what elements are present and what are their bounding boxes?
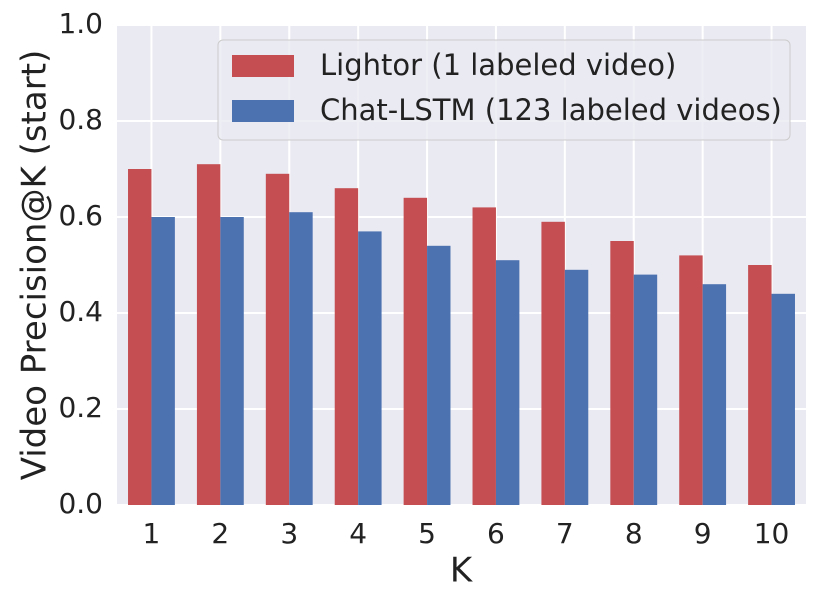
legend-swatch: [232, 100, 294, 122]
x-tick-label: 6: [487, 517, 505, 550]
bar: [196, 164, 221, 505]
bar: [748, 265, 772, 505]
y-tick-label: 0.6: [58, 199, 103, 232]
y-axis-label: Video Precision@K (start): [15, 50, 55, 481]
bar: [220, 217, 244, 505]
y-tick-label: 0.4: [58, 295, 103, 328]
bar: [289, 212, 313, 505]
bar: [403, 197, 428, 506]
bar: [495, 260, 520, 505]
x-tick-label: 10: [754, 517, 790, 550]
bar: [334, 188, 359, 505]
bar: [679, 255, 703, 505]
bar: [633, 274, 658, 505]
bar: [541, 221, 565, 506]
x-tick-label: 9: [694, 517, 712, 550]
bar: [472, 207, 496, 505]
y-tick-label: 0.2: [58, 391, 103, 424]
bar: [771, 293, 795, 505]
x-tick-label: 2: [211, 517, 229, 550]
bar: [564, 269, 589, 505]
bar: [151, 217, 175, 505]
x-tick-label: 7: [556, 517, 574, 550]
bar: [358, 231, 382, 505]
x-tick-label: 5: [418, 517, 436, 550]
x-tick-label: 4: [349, 517, 367, 550]
x-tick-label: 3: [280, 517, 298, 550]
x-axis-label: K: [450, 551, 474, 591]
bar: [265, 173, 290, 506]
x-tick-label: 8: [625, 517, 643, 550]
bar: [128, 169, 152, 505]
y-tick-label: 0.0: [58, 487, 103, 520]
legend-label: Chat-LSTM (123 labeled videos): [320, 93, 782, 127]
y-tick-label: 0.8: [58, 103, 103, 136]
bar: [610, 241, 634, 505]
bar: [427, 245, 451, 506]
legend-box: [217, 39, 791, 141]
legend-swatch: [232, 55, 294, 77]
bar: [702, 284, 727, 505]
legend-label: Lightor (1 labeled video): [320, 48, 676, 82]
x-tick-label: 1: [143, 517, 161, 550]
y-tick-label: 1.0: [58, 7, 103, 40]
